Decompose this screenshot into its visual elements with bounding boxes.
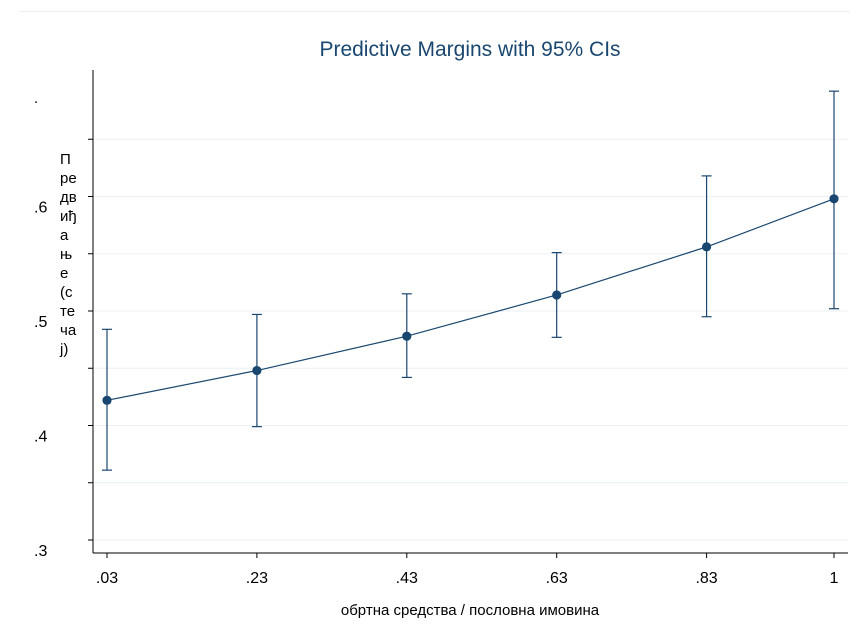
y-axis-label: П ре дв иђ а њ е (с те ча ј)	[60, 151, 77, 358]
x-tick-label: 1	[830, 570, 839, 587]
axes: .3 .4 .5 .6 .03 .23 .43 .63 .83 1	[34, 70, 848, 587]
x-axis-label: обртна средства / пословна имовина	[340, 602, 600, 619]
x-tick-label: .43	[396, 570, 418, 587]
top-border	[20, 11, 850, 12]
y-tick-label: .3	[34, 543, 47, 560]
stray-mark: .	[34, 90, 39, 107]
x-tick-label: .03	[96, 570, 118, 587]
x-tick-label: .83	[695, 570, 717, 587]
data-point	[252, 365, 262, 376]
data-point	[701, 242, 712, 252]
chart-title: Predictive Margins with 95% CIs	[319, 38, 621, 61]
data-point	[102, 395, 112, 405]
data-point	[552, 290, 562, 300]
margin-line	[106, 198, 835, 401]
gridlines	[93, 138, 848, 541]
x-tick-label: .63	[546, 570, 568, 587]
x-tick-label: .23	[246, 570, 268, 587]
y-tick-label: .5	[34, 314, 47, 331]
y-tick-label: .4	[34, 429, 47, 446]
data-point	[402, 331, 412, 341]
series-layer	[102, 90, 839, 471]
data-point	[829, 194, 839, 204]
y-tick-label: .6	[34, 200, 47, 217]
